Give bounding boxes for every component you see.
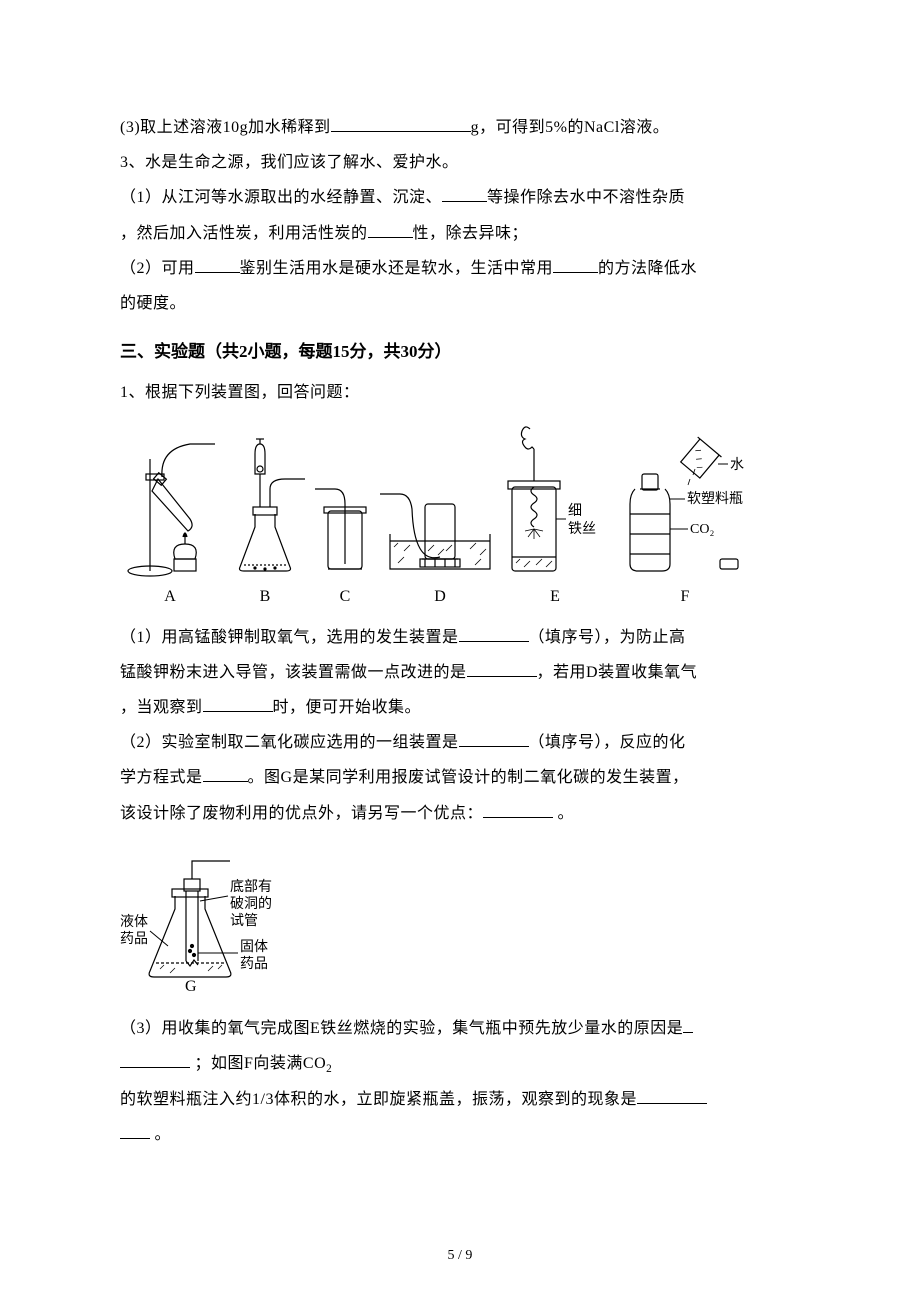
q3-part1-line2: ，然后加入活性炭，利用活性炭的 性，除去异味； [120, 216, 800, 251]
exp1-3a: （3）用收集的氧气完成图E铁丝燃烧的实验，集气瓶中预先放少量水的原因是 [120, 1020, 683, 1037]
label-E: E [550, 579, 560, 614]
apparatus-row: A B [120, 424, 800, 614]
g-label-solid: 固体 [240, 939, 268, 955]
label-wire-thin: 细 [568, 503, 582, 519]
apparatus-G-svg: 液体 药品 底部有 破洞的 试管 固体 药品 G [120, 841, 340, 991]
exp1-2b: （填序号），反应的化 [529, 734, 686, 751]
q3-2c: 的方法降低水 [598, 260, 697, 277]
q3-2a: （2）可用 [120, 260, 195, 277]
exp1-1-line1: （1）用高锰酸钾制取氧气，选用的发生装置是 （填序号），为防止高 [120, 620, 800, 655]
label-bottle: 软塑料瓶 [687, 491, 743, 507]
blank-q2-3[interactable] [331, 116, 471, 132]
blank-q3-1a[interactable] [442, 186, 487, 202]
q3-2b: 鉴别生活用水是硬水还是软水，生活中常用 [240, 260, 554, 277]
blank-q3-1b[interactable] [368, 222, 413, 238]
exp1-2-line1: （2）实验室制取二氧化碳应选用的一组装置是 （填序号），反应的化 [120, 725, 800, 760]
q3-1c: ，然后加入活性炭，利用活性炭的 [120, 225, 368, 242]
blank-exp1-1a[interactable] [459, 626, 529, 642]
q3-part2-line2: 的硬度。 [120, 286, 800, 321]
label-C: C [340, 579, 351, 614]
q3-part1-line1: （1）从江河等水源取出的水经静置、沉淀、 等操作除去水中不溶性杂质 [120, 180, 800, 215]
q2-3-text-b: g，可得到5%的NaCl溶液。 [471, 119, 670, 136]
co2-sub: 2 [326, 1063, 332, 1075]
blank-exp1-3b[interactable] [637, 1088, 707, 1104]
exp1-1e: ，当观察到 [120, 699, 203, 716]
exp1-2a: （2）实验室制取二氧化碳应选用的一组装置是 [120, 734, 459, 751]
apparatus-C: C [310, 419, 380, 614]
label-co2: CO₂ [690, 522, 714, 537]
g-label-tube: 试管 [230, 913, 258, 929]
blank-exp1-2c[interactable] [483, 802, 553, 818]
q3-1a: （1）从江河等水源取出的水经静置、沉淀、 [120, 189, 442, 206]
label-F: F [681, 579, 690, 614]
label-water: 水 [730, 457, 744, 473]
page-number: 5 / 9 [0, 1241, 920, 1272]
exp1-3d: 。 [150, 1126, 171, 1143]
exp1-1d: ，若用D装置收集氧气 [537, 664, 698, 681]
blank-exp1-3a-start[interactable] [683, 1017, 693, 1033]
apparatus-B: B [220, 419, 310, 614]
q3-part2-line1: （2）可用 鉴别生活用水是硬水还是软水，生活中常用 的方法降低水 [120, 251, 800, 286]
exp1-1f: 时，便可开始收集。 [273, 699, 422, 716]
exp1-1-line2: 锰酸钾粉末进入导管，该装置需做一点改进的是 ，若用D装置收集氧气 [120, 655, 800, 690]
section3-title: 三、实验题（共2小题，每题15分，共30分） [120, 333, 800, 370]
exp1-3-line3: 的软塑料瓶注入约1/3体积的水，立即旋紧瓶盖，振荡，观察到的现象是 [120, 1082, 800, 1117]
exp1-1-line3: ，当观察到 时，便可开始收集。 [120, 690, 800, 725]
apparatus-C-svg [310, 419, 380, 579]
exp1-1c: 锰酸钾粉末进入导管，该装置需做一点改进的是 [120, 664, 467, 681]
exp-q1-intro: 1、根据下列装置图，回答问题： [120, 375, 800, 410]
apparatus-A-svg [120, 419, 220, 579]
q3-1d: 性，除去异味； [413, 225, 529, 242]
g-label-broken: 破洞的 [230, 896, 272, 912]
apparatus-A: A [120, 419, 220, 614]
label-B: B [260, 579, 271, 614]
exp1-3b: ；如图F向装满CO [190, 1055, 326, 1072]
apparatus-F: 水 软塑料瓶 CO₂ F [610, 419, 760, 614]
exp1-3-line4: 。 [120, 1117, 800, 1152]
g-label-bottom: 底部有 [230, 879, 272, 895]
label-G: G [185, 978, 197, 991]
exp1-2-line2: 学方程式是 。图G是某同学利用报废试管设计的制二氧化碳的发生装置， [120, 760, 800, 795]
q3-1b: 等操作除去水中不溶性杂质 [487, 189, 685, 206]
g-label-liquid: 液体 [120, 914, 148, 930]
apparatus-F-svg: 水 软塑料瓶 CO₂ [610, 419, 760, 579]
exp1-3-line2: ；如图F向装满CO2 [120, 1046, 800, 1082]
blank-q3-2b[interactable] [553, 257, 598, 273]
blank-q3-2a[interactable] [195, 257, 240, 273]
blank-exp1-2a[interactable] [459, 731, 529, 747]
apparatus-E-svg: 细 铁丝 [500, 419, 610, 579]
blank-exp1-2b[interactable] [203, 766, 248, 782]
exp1-2c: 学方程式是 [120, 769, 203, 786]
q3-intro: 3、水是生命之源，我们应该了解水、爱护水。 [120, 145, 800, 180]
blank-exp1-3c[interactable] [120, 1123, 150, 1139]
apparatus-G: 液体 药品 底部有 破洞的 试管 固体 药品 G [120, 841, 800, 1001]
apparatus-D: D [380, 419, 500, 614]
exp1-2e: 该设计除了废物利用的优点外，请另写一个优点： [120, 805, 483, 822]
q2-part3: (3)取上述溶液10g加水稀释到 g，可得到5%的NaCl溶液。 [120, 110, 800, 145]
apparatus-D-svg [380, 419, 500, 579]
label-wire: 铁丝 [568, 521, 596, 537]
g-label-drug: 药品 [120, 931, 148, 947]
blank-exp1-3a[interactable] [120, 1052, 190, 1068]
exp1-3-line1: （3）用收集的氧气完成图E铁丝燃烧的实验，集气瓶中预先放少量水的原因是 [120, 1011, 800, 1046]
q2-3-text-a: (3)取上述溶液10g加水稀释到 [120, 119, 331, 136]
apparatus-B-svg [220, 419, 310, 579]
exp1-2f: 。 [553, 805, 574, 822]
blank-exp1-1b[interactable] [467, 661, 537, 677]
exp1-1b: （填序号），为防止高 [529, 629, 686, 646]
label-D: D [434, 579, 446, 614]
exp1-3c: 的软塑料瓶注入约1/3体积的水，立即旋紧瓶盖，振荡，观察到的现象是 [120, 1091, 637, 1108]
g-label-drug2: 药品 [240, 956, 268, 972]
exp1-2d: 。图G是某同学利用报废试管设计的制二氧化碳的发生装置， [248, 769, 689, 786]
apparatus-E: 细 铁丝 E [500, 419, 610, 614]
blank-exp1-1c[interactable] [203, 696, 273, 712]
exp1-2-line3: 该设计除了废物利用的优点外，请另写一个优点： 。 [120, 796, 800, 831]
label-A: A [164, 579, 176, 614]
exp1-1a: （1）用高锰酸钾制取氧气，选用的发生装置是 [120, 629, 459, 646]
